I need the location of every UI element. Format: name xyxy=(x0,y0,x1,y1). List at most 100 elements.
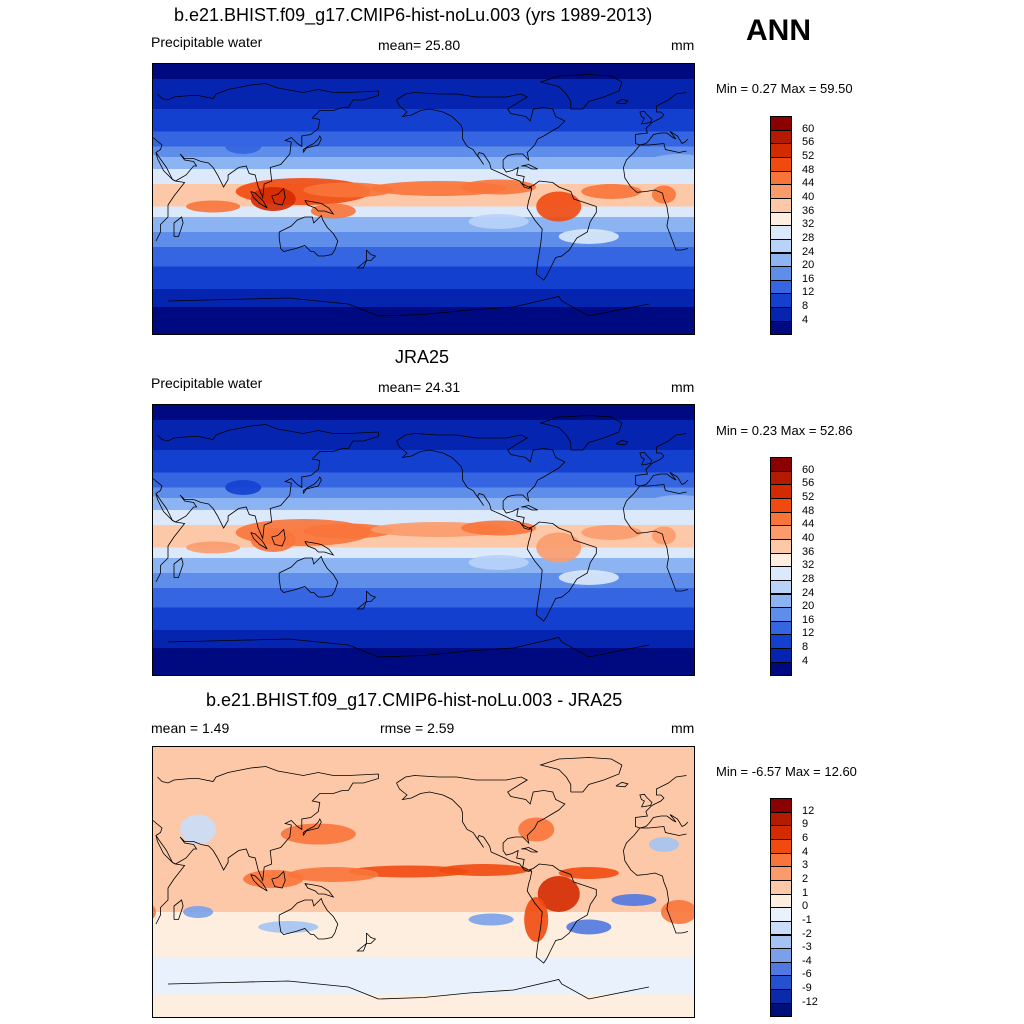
colorbar-label: 9 xyxy=(802,818,809,831)
coastline xyxy=(615,439,629,446)
coastline xyxy=(396,775,566,872)
coastline xyxy=(278,555,339,598)
colorbar-swatch xyxy=(770,593,792,609)
colorbar-label: 4 xyxy=(802,313,809,326)
colorbar-swatch xyxy=(770,961,792,977)
latitude-band xyxy=(153,289,694,307)
colorbar-swatch xyxy=(770,1002,792,1018)
colorbar-swatch xyxy=(770,879,792,895)
colorbar-swatch xyxy=(770,661,792,677)
colorbar-swatch xyxy=(770,307,792,322)
field-contour xyxy=(303,523,394,539)
coastline xyxy=(304,541,335,556)
coastline xyxy=(526,521,597,622)
colorbar-label: 6 xyxy=(802,831,809,844)
coastline xyxy=(526,180,597,281)
mean-label: mean= 25.80 xyxy=(378,37,461,53)
coastline xyxy=(615,781,629,788)
colorbar-swatch xyxy=(770,238,792,254)
latitude-band xyxy=(153,630,694,648)
field-contour xyxy=(258,921,319,933)
colorbar-label: 40 xyxy=(802,190,815,203)
colorbar-swatch xyxy=(770,116,792,131)
colorbar-swatch xyxy=(770,838,792,854)
colorbar-label: 16 xyxy=(802,272,815,285)
latitude-band xyxy=(153,472,694,488)
coastline xyxy=(250,874,268,892)
field-contour xyxy=(651,185,676,204)
field-contour xyxy=(258,958,379,971)
latitude-band xyxy=(153,217,694,232)
coastline xyxy=(521,164,538,170)
field-contour xyxy=(303,182,394,198)
colorbar-label: 52 xyxy=(802,490,815,503)
colorbar-swatch xyxy=(770,893,792,909)
colorbar-swatch xyxy=(770,538,792,554)
colorbar-swatch xyxy=(770,511,792,527)
coastline xyxy=(278,214,339,257)
map-diff xyxy=(152,746,695,1018)
latitude-band xyxy=(153,792,694,852)
field-contour xyxy=(660,900,694,924)
colorbar-label: 32 xyxy=(802,218,815,231)
coastline xyxy=(302,135,322,153)
latitude-band xyxy=(153,109,694,132)
coastline xyxy=(153,766,689,883)
field-contour xyxy=(461,520,537,536)
field-contour xyxy=(186,200,241,213)
colorbar-swatch xyxy=(770,948,792,963)
min-max-label: Min = 0.27 Max = 59.50 xyxy=(716,81,853,96)
coastline xyxy=(155,484,689,592)
colorbar-swatch xyxy=(770,484,792,499)
map-obs xyxy=(152,404,695,676)
field-contour xyxy=(461,179,537,195)
field-contour xyxy=(648,495,694,510)
colorbar-label: 52 xyxy=(802,149,815,162)
colorbar-swatch xyxy=(770,579,792,595)
latitude-band xyxy=(153,747,694,792)
colorbar-swatch xyxy=(770,211,792,227)
field-contour xyxy=(468,555,529,570)
colorbar-swatch xyxy=(770,252,792,268)
colorbar-label: -6 xyxy=(802,968,812,981)
colorbar-label: 44 xyxy=(802,177,815,190)
colorbar-swatch xyxy=(770,566,792,581)
colorbar-label: -1 xyxy=(802,913,812,926)
field-contour xyxy=(558,867,619,879)
colorbar-label: 2 xyxy=(802,872,809,885)
colorbar-swatch xyxy=(770,470,792,486)
colorbar-label: 28 xyxy=(802,231,815,244)
field-contour xyxy=(611,894,657,906)
units-label: mm xyxy=(671,720,695,736)
coastline xyxy=(639,451,653,466)
colorbar-swatch xyxy=(770,866,792,881)
colorbar-label: -3 xyxy=(802,941,812,954)
colorbar-label: 1 xyxy=(802,886,809,899)
coastline xyxy=(639,793,653,808)
colorbar-swatch xyxy=(770,975,792,991)
colorbar-label: 28 xyxy=(802,572,815,585)
latitude-band xyxy=(153,146,694,157)
field-contour xyxy=(438,864,529,876)
latitude-band xyxy=(153,405,694,420)
colorbar-swatch xyxy=(770,225,792,240)
coastline xyxy=(173,216,184,237)
colorbar-label: 16 xyxy=(802,613,815,626)
coastline xyxy=(250,532,268,550)
coastline xyxy=(155,143,689,251)
latitude-band xyxy=(153,266,694,289)
field-contour xyxy=(186,541,241,554)
colorbar-swatch xyxy=(770,129,792,145)
field-contour xyxy=(348,865,469,878)
colorbar-swatch xyxy=(770,907,792,922)
coastline xyxy=(304,883,335,898)
colorbar-swatch xyxy=(770,989,792,1004)
coastline xyxy=(521,505,538,511)
latitude-band xyxy=(153,307,694,334)
latitude-band xyxy=(153,912,694,957)
colorbar-label: 4 xyxy=(802,845,809,858)
panel-title: b.e21.BHIST.f09_g17.CMIP6-hist-noLu.003 … xyxy=(174,5,653,25)
latitude-band xyxy=(153,420,694,450)
rmse-label: rmse = 2.59 xyxy=(380,720,455,736)
colorbar-swatch xyxy=(770,279,792,295)
